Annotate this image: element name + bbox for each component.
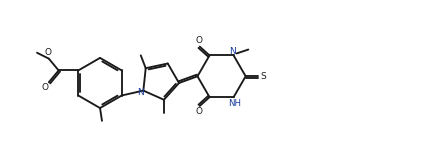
- Text: S: S: [261, 72, 266, 81]
- Text: O: O: [195, 107, 202, 116]
- Text: O: O: [195, 36, 202, 45]
- Text: N: N: [137, 88, 144, 97]
- Text: O: O: [42, 83, 48, 92]
- Text: O: O: [44, 48, 52, 57]
- Text: N: N: [229, 47, 236, 56]
- Text: NH: NH: [228, 99, 241, 108]
